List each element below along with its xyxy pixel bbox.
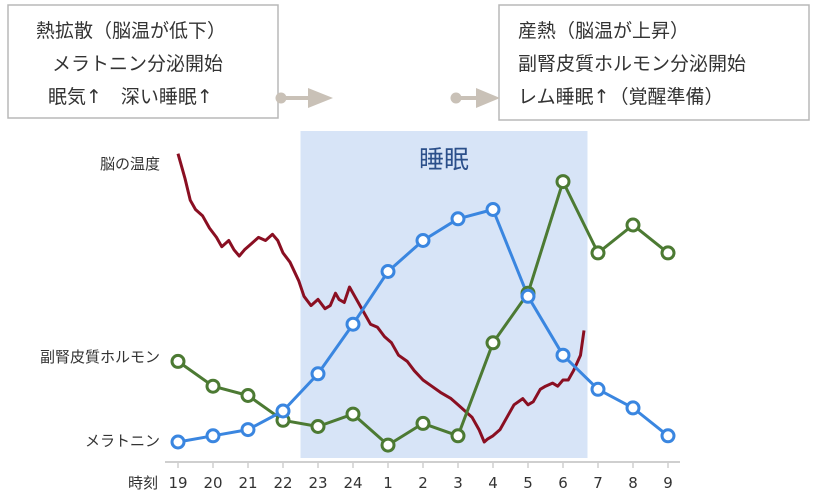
data-point-melatonin	[380, 264, 396, 279]
data-point-adrenocortical-hormone	[345, 406, 361, 422]
data-point-adrenocortical-hormone	[660, 245, 676, 261]
left-box-line-2: メラトニン分泌開始	[52, 53, 223, 75]
data-point-melatonin	[485, 202, 501, 217]
sleep-band-label: 睡眠	[419, 145, 469, 174]
left-annotation-box: 熱拡散（脳温が低下） メラトニン分泌開始 眠気↑ 深い睡眠↑	[7, 4, 279, 119]
data-point-melatonin	[275, 403, 291, 419]
data-point-melatonin	[625, 400, 641, 416]
x-tick-label: 3	[453, 474, 463, 492]
data-point-adrenocortical-hormone	[450, 428, 466, 444]
x-ticks: 19 20 21 22 23 24 1 2 3 4 5 6 7 8 9	[168, 462, 673, 492]
left-arrow	[275, 88, 333, 108]
left-box-line-3: 眠気↑ 深い睡眠↑	[48, 86, 213, 108]
data-point-melatonin	[205, 428, 221, 444]
right-box-line-1: 産熱（脳温が上昇）	[518, 20, 689, 42]
data-point-adrenocortical-hormone	[590, 245, 606, 261]
label-brain-temperature: 脳の温度	[100, 155, 160, 173]
label-adrenocortical-hormone: 副腎皮質ホルモン	[40, 348, 160, 366]
x-tick-label: 6	[558, 474, 568, 492]
left-box-line-1: 熱拡散（脳温が低下）	[36, 20, 226, 42]
x-tick-label: 5	[523, 474, 533, 492]
series-line-brain-temperature	[176, 153, 586, 444]
x-tick-label: 9	[663, 474, 673, 492]
right-arrow	[450, 88, 500, 108]
data-point-melatonin	[310, 366, 326, 382]
data-point-adrenocortical-hormone	[205, 378, 221, 394]
data-point-melatonin	[415, 233, 431, 248]
x-tick-label: 20	[203, 474, 222, 492]
x-axis-title: 時刻	[128, 474, 158, 492]
data-point-melatonin	[345, 316, 361, 332]
x-tick-label: 23	[308, 474, 327, 492]
sleep-band	[300, 131, 588, 458]
data-point-melatonin	[555, 347, 571, 363]
data-point-adrenocortical-hormone	[415, 415, 431, 431]
data-point-melatonin	[170, 434, 186, 450]
data-point-adrenocortical-hormone	[240, 388, 256, 403]
data-point-adrenocortical-hormone	[380, 437, 396, 453]
x-tick-label: 4	[488, 474, 498, 492]
right-annotation-box: 産熱（脳温が上昇） 副腎皮質ホルモン分泌開始 レム睡眠↑（覚醒準備）	[498, 4, 810, 121]
x-tick-label: 19	[168, 474, 187, 492]
data-point-adrenocortical-hormone	[555, 174, 571, 190]
data-point-adrenocortical-hormone	[170, 353, 186, 369]
data-point-adrenocortical-hormone	[485, 335, 501, 351]
data-point-adrenocortical-hormone	[625, 217, 641, 233]
data-point-melatonin	[450, 211, 466, 227]
x-tick-label: 1	[383, 474, 393, 492]
x-tick-label: 22	[273, 474, 292, 492]
x-tick-label: 7	[593, 474, 603, 492]
data-point-melatonin	[520, 288, 536, 304]
x-tick-label: 8	[628, 474, 638, 492]
right-box-line-2: 副腎皮質ホルモン分泌開始	[518, 53, 746, 75]
data-point-melatonin	[240, 422, 256, 438]
data-point-adrenocortical-hormone	[310, 419, 326, 434]
x-tick-label: 24	[343, 474, 362, 492]
x-tick-label: 21	[238, 474, 257, 492]
data-point-melatonin	[660, 428, 676, 444]
label-melatonin: メラトニン	[85, 432, 160, 450]
data-point-melatonin	[590, 381, 606, 397]
right-box-line-3: レム睡眠↑（覚醒準備）	[518, 86, 724, 108]
series-layer	[170, 153, 676, 453]
x-tick-label: 2	[418, 474, 428, 492]
